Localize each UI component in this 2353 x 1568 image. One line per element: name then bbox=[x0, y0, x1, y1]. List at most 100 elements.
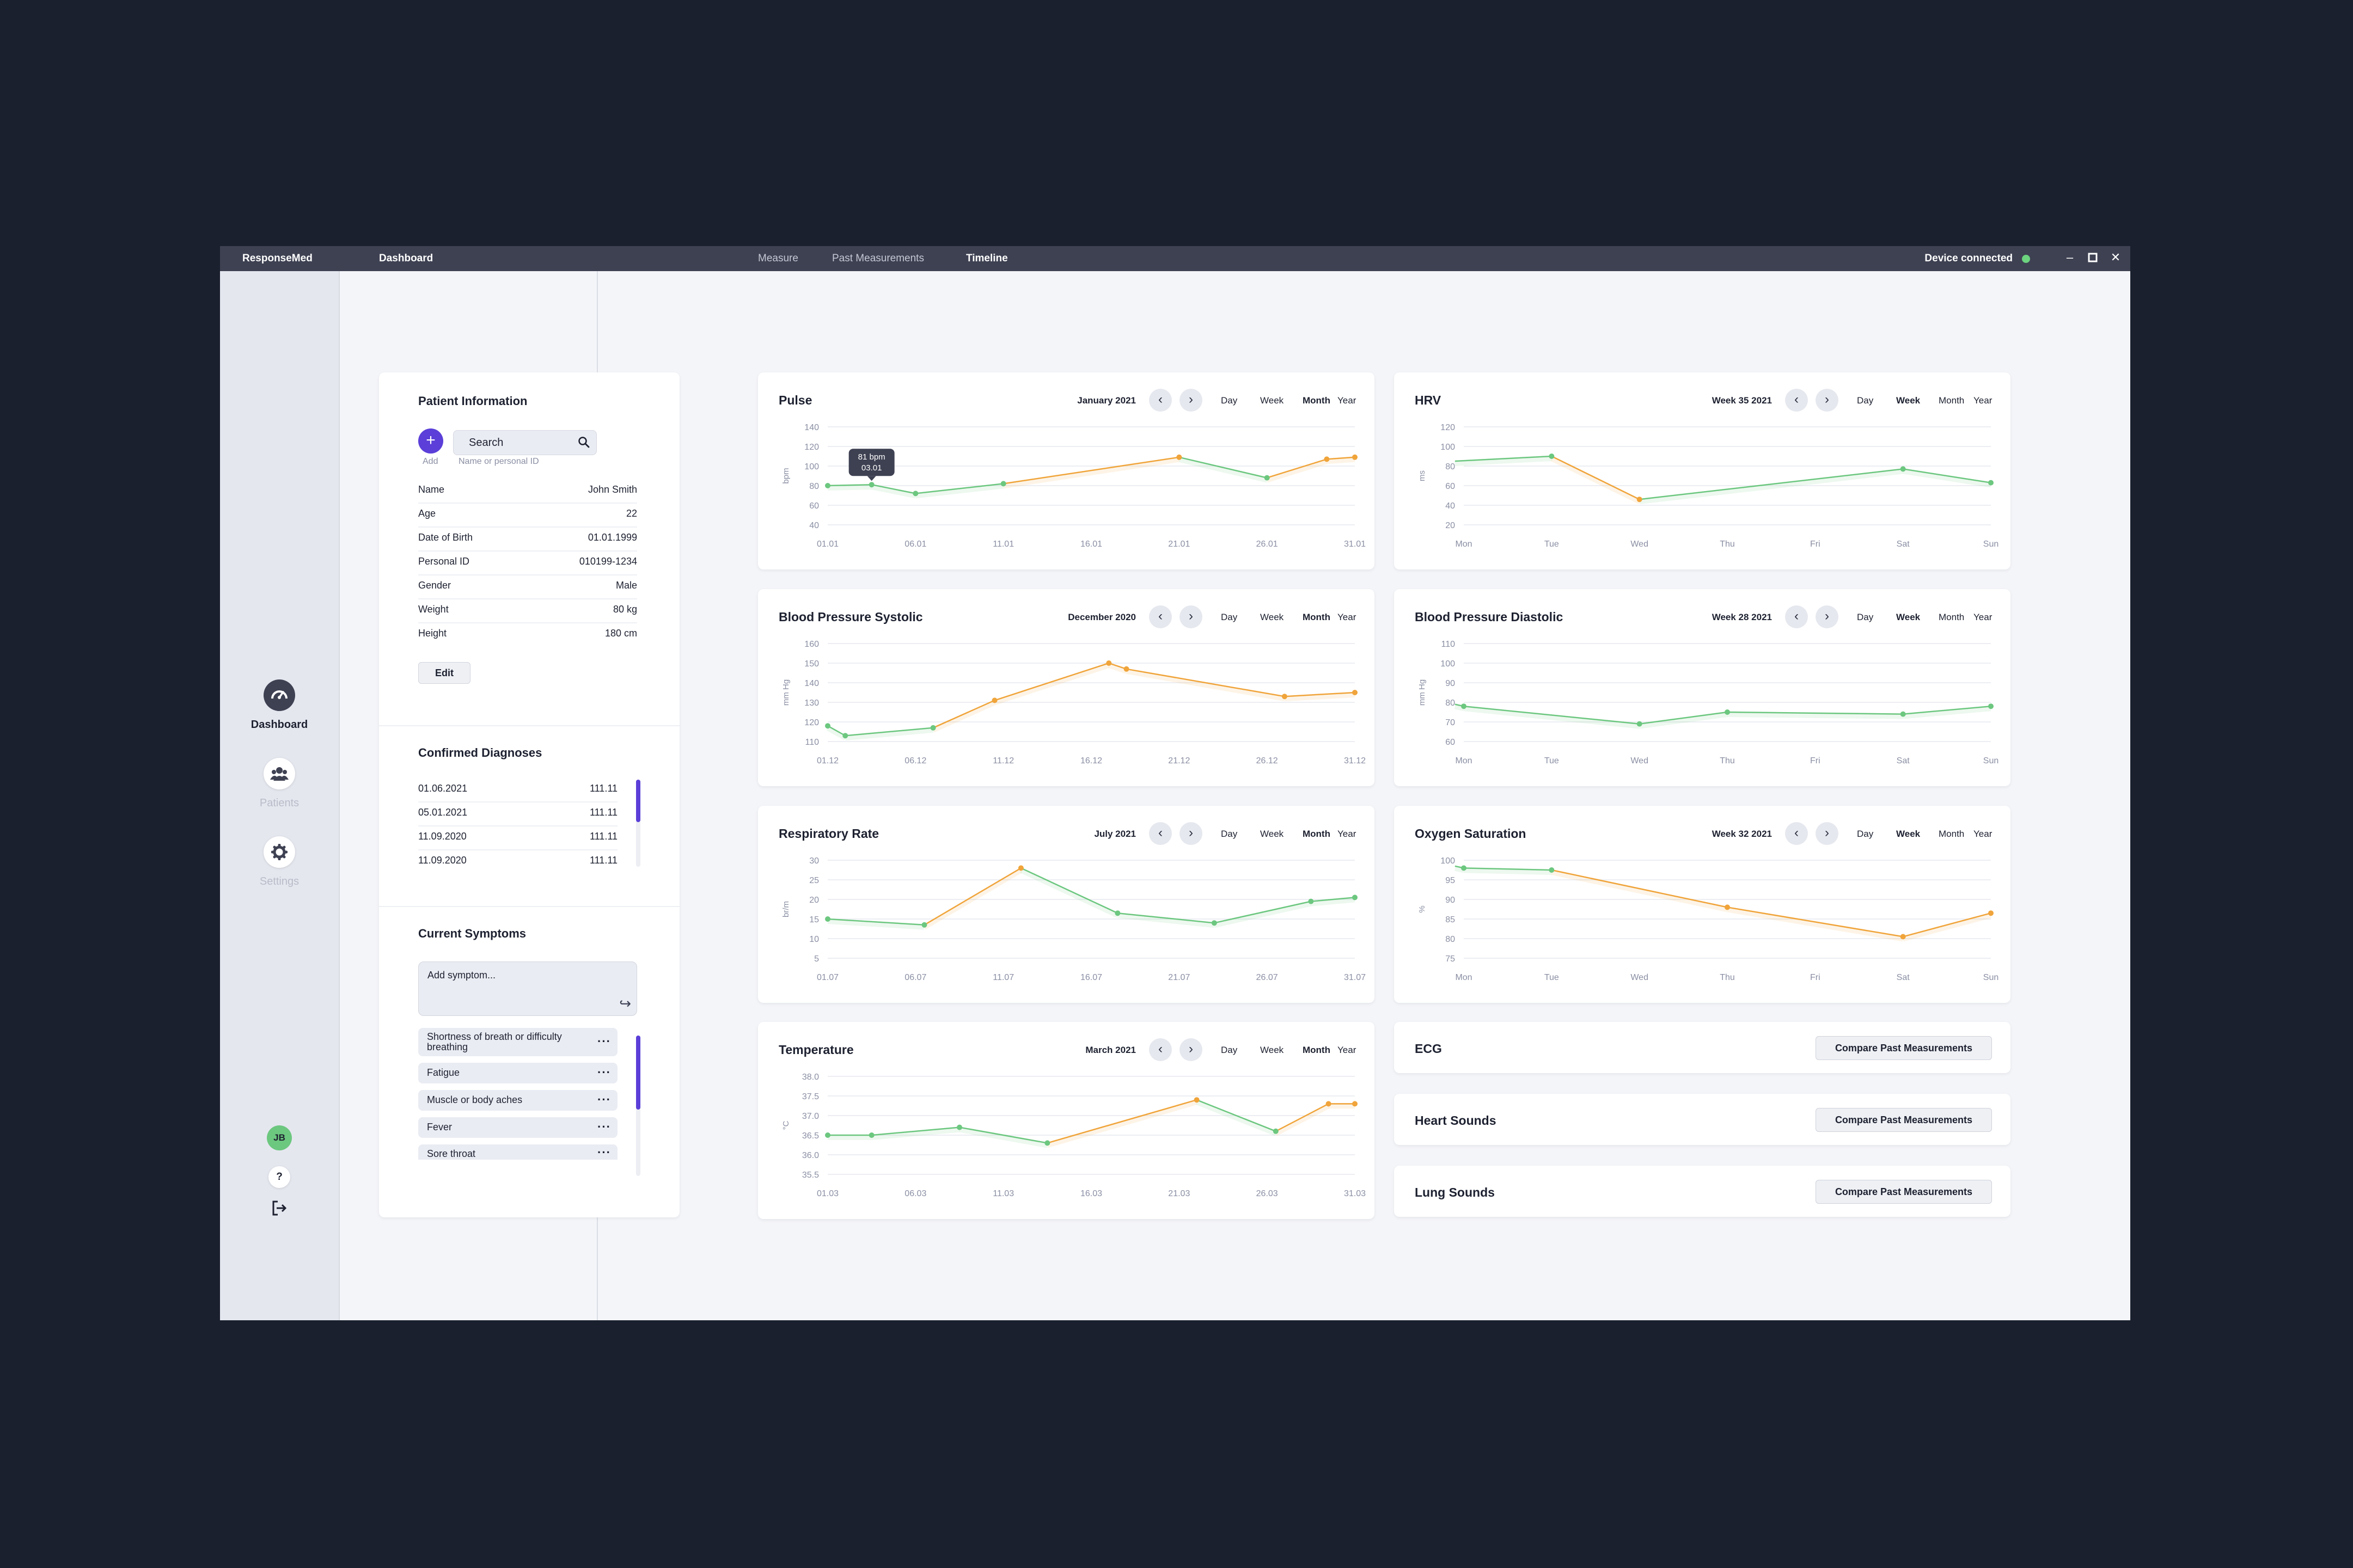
resp-line-chart[interactable]: 30 25 20 15 10 5 br/m 01.07 06.07 11.07 16.07 21.07… bbox=[758, 806, 1374, 1003]
data-point[interactable] bbox=[1549, 867, 1555, 873]
diagnosis-row[interactable]: 11.09.2020 111.11 bbox=[418, 849, 618, 873]
range-tab-month[interactable]: Month bbox=[1303, 395, 1330, 406]
data-point[interactable] bbox=[1636, 497, 1642, 503]
range-tab-day[interactable]: Day bbox=[1221, 612, 1238, 622]
range-tab-year[interactable]: Year bbox=[1337, 829, 1356, 839]
diagnosis-row[interactable]: 05.01.2021 111.11 bbox=[418, 801, 618, 826]
range-tab-month[interactable]: Month bbox=[1939, 612, 1965, 622]
symptom-item[interactable]: Muscle or body aches ··· bbox=[418, 1090, 618, 1111]
data-point[interactable] bbox=[1000, 481, 1006, 487]
chevron-right-icon[interactable]: › bbox=[1816, 389, 1838, 412]
range-tab-day[interactable]: Day bbox=[1221, 829, 1238, 839]
data-point[interactable] bbox=[1281, 694, 1287, 700]
data-point[interactable] bbox=[1176, 454, 1182, 460]
data-point[interactable] bbox=[1264, 475, 1270, 481]
range-tab-month[interactable]: Month bbox=[1303, 1045, 1330, 1055]
tab-timeline[interactable]: Timeline bbox=[966, 253, 1008, 264]
compare-lung-sounds-button[interactable]: Compare Past Measurements bbox=[1816, 1180, 1992, 1204]
range-tab-month[interactable]: Month bbox=[1939, 829, 1965, 839]
add-patient-button[interactable]: + bbox=[418, 428, 443, 454]
sidebar-item-dashboard[interactable]: Dashboard bbox=[220, 679, 339, 731]
hrv-line-chart[interactable]: 120 100 80 60 40 20 ms Mon Tue Wed Thu Fri Sat Sun bbox=[1394, 372, 2010, 569]
user-avatar[interactable]: JB bbox=[267, 1125, 292, 1150]
data-point[interactable] bbox=[957, 1124, 962, 1130]
symptom-item[interactable]: Fever ··· bbox=[418, 1117, 618, 1138]
data-point[interactable] bbox=[1988, 703, 1994, 709]
data-point[interactable] bbox=[1461, 703, 1466, 709]
data-point[interactable] bbox=[1308, 898, 1314, 904]
data-point[interactable] bbox=[825, 916, 830, 922]
chevron-right-icon[interactable]: › bbox=[1179, 1038, 1202, 1061]
symptom-item[interactable]: Sore throat ··· bbox=[418, 1144, 618, 1160]
chevron-left-icon[interactable]: ‹ bbox=[1149, 1038, 1172, 1061]
chevron-left-icon[interactable]: ‹ bbox=[1149, 822, 1172, 845]
chevron-right-icon[interactable]: › bbox=[1816, 822, 1838, 845]
range-tab-year[interactable]: Year bbox=[1973, 829, 1993, 839]
more-options-icon[interactable]: ··· bbox=[597, 1065, 611, 1079]
range-tab-month[interactable]: Month bbox=[1303, 612, 1330, 622]
range-tab-day[interactable]: Day bbox=[1857, 395, 1874, 406]
chevron-right-icon[interactable]: › bbox=[1179, 822, 1202, 845]
range-tab-day[interactable]: Day bbox=[1857, 612, 1874, 622]
diagnoses-scrollbar[interactable] bbox=[636, 780, 640, 867]
data-point[interactable] bbox=[842, 733, 848, 739]
chevron-left-icon[interactable]: ‹ bbox=[1785, 605, 1808, 628]
diagnosis-row[interactable]: 11.09.2020 111.11 bbox=[418, 825, 618, 850]
tab-measure[interactable]: Measure bbox=[758, 253, 798, 264]
range-tab-year[interactable]: Year bbox=[1973, 612, 1993, 622]
data-point[interactable] bbox=[1352, 690, 1358, 695]
range-tab-week[interactable]: Week bbox=[1896, 612, 1921, 622]
chevron-right-icon[interactable]: › bbox=[1179, 605, 1202, 628]
sidebar-item-settings[interactable]: Settings bbox=[220, 836, 339, 888]
bp_sys-line-chart[interactable]: 160 150 140 130 120 110 mm Hg 01.12 06.12 11.12 16… bbox=[758, 589, 1374, 786]
range-tab-week[interactable]: Week bbox=[1260, 612, 1284, 622]
compare-heart-sounds-button[interactable]: Compare Past Measurements bbox=[1816, 1108, 1992, 1132]
range-tab-week[interactable]: Week bbox=[1896, 395, 1921, 406]
logout-icon[interactable] bbox=[271, 1200, 288, 1216]
data-point[interactable] bbox=[1325, 1101, 1331, 1107]
data-point[interactable] bbox=[1018, 865, 1024, 871]
range-tab-week[interactable]: Week bbox=[1260, 829, 1284, 839]
data-point[interactable] bbox=[1123, 666, 1129, 672]
range-tab-week[interactable]: Week bbox=[1260, 395, 1284, 406]
temp-line-chart[interactable]: 38.0 37.5 37.0 36.5 36.0 35.5 °C 01.03 06.03 11.0… bbox=[758, 1022, 1374, 1219]
data-point[interactable] bbox=[1194, 1097, 1200, 1103]
data-point[interactable] bbox=[1352, 1101, 1358, 1107]
range-tab-year[interactable]: Year bbox=[1337, 612, 1356, 622]
data-point[interactable] bbox=[1725, 904, 1730, 910]
data-point[interactable] bbox=[825, 723, 830, 729]
data-point[interactable] bbox=[1324, 456, 1330, 462]
compare-ecg-button[interactable]: Compare Past Measurements bbox=[1816, 1036, 1992, 1060]
sidebar-item-patients[interactable]: Patients bbox=[220, 758, 339, 810]
range-tab-day[interactable]: Day bbox=[1221, 395, 1238, 406]
data-point[interactable] bbox=[913, 491, 919, 497]
data-point[interactable] bbox=[1044, 1140, 1050, 1146]
range-tab-day[interactable]: Day bbox=[1857, 829, 1874, 839]
range-tab-month[interactable]: Month bbox=[1303, 829, 1330, 839]
more-options-icon[interactable]: ··· bbox=[597, 1093, 611, 1106]
more-options-icon[interactable]: ··· bbox=[597, 1120, 611, 1134]
range-tab-week[interactable]: Week bbox=[1896, 829, 1921, 839]
help-button[interactable]: ? bbox=[268, 1166, 290, 1188]
symptoms-scrollbar[interactable] bbox=[636, 1036, 640, 1176]
tab-past-measurements[interactable]: Past Measurements bbox=[832, 253, 924, 264]
data-point[interactable] bbox=[1900, 466, 1906, 472]
close-icon[interactable]: ✕ bbox=[2110, 250, 2121, 264]
minimize-icon[interactable]: – bbox=[2066, 250, 2074, 264]
range-tab-day[interactable]: Day bbox=[1221, 1045, 1238, 1055]
pulse-line-chart[interactable]: 140 120 100 80 60 40 bpm 01.01 06.01 11.01 16.01 21… bbox=[758, 372, 1374, 569]
data-point[interactable] bbox=[992, 697, 998, 703]
maximize-icon[interactable] bbox=[2085, 249, 2101, 266]
data-point[interactable] bbox=[1352, 895, 1358, 901]
range-tab-year[interactable]: Year bbox=[1973, 395, 1993, 406]
range-tab-month[interactable]: Month bbox=[1939, 395, 1965, 406]
symptom-item[interactable]: Shortness of breath or difficulty breath… bbox=[418, 1028, 618, 1056]
data-point[interactable] bbox=[1988, 480, 1994, 486]
enter-arrow-icon[interactable]: ↪ bbox=[619, 995, 631, 1012]
scrollbar-thumb[interactable] bbox=[636, 1036, 640, 1110]
data-point[interactable] bbox=[921, 922, 927, 928]
data-point[interactable] bbox=[1988, 910, 1994, 916]
data-point[interactable] bbox=[1900, 934, 1906, 940]
chevron-left-icon[interactable]: ‹ bbox=[1785, 389, 1808, 412]
data-point[interactable] bbox=[869, 1132, 875, 1138]
